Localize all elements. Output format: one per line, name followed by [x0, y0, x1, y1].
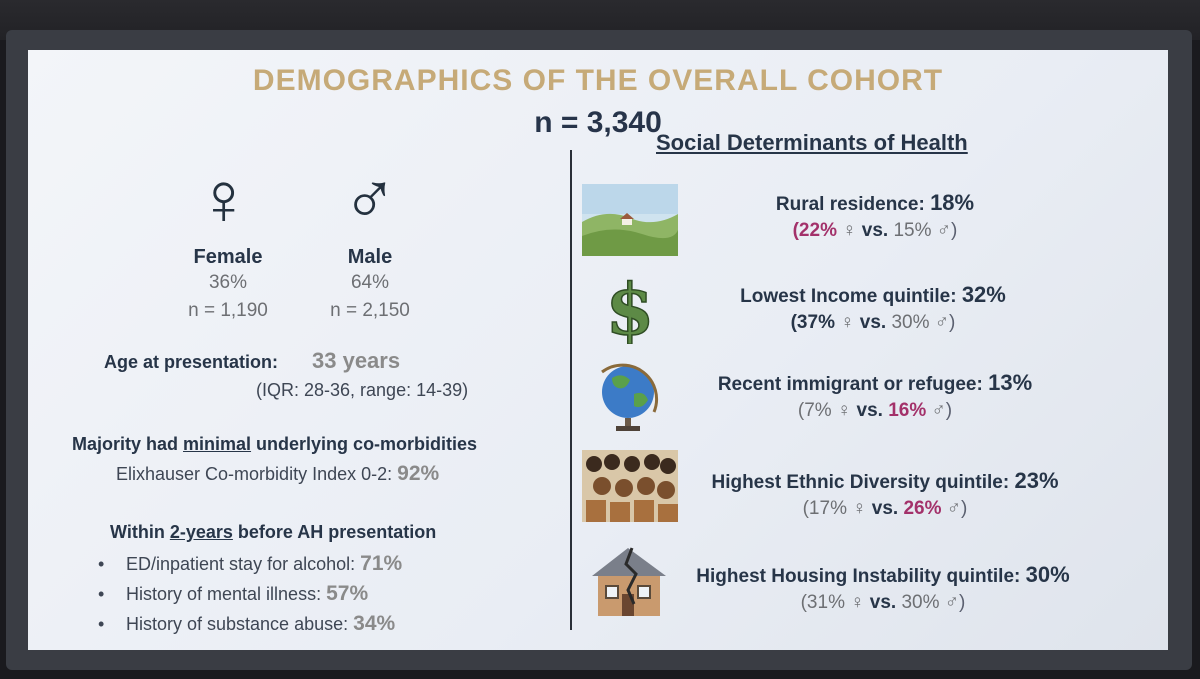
bullet-icon: •	[98, 584, 105, 604]
sdh-value: 23%	[1014, 468, 1059, 493]
column-divider	[570, 150, 572, 630]
sdh-sex-split: (17% ♀ vs. 26% ♂)	[650, 498, 1120, 520]
sdh-value: 32%	[961, 282, 1006, 307]
globe-icon	[601, 363, 659, 431]
age-value: 33 years	[312, 348, 401, 373]
male-symbol-icon: ♂	[934, 312, 950, 333]
crowd-icon	[582, 450, 678, 522]
female-count: n = 1,190	[188, 300, 268, 321]
bullet-label: History of substance abuse:	[126, 614, 349, 634]
close-paren: )	[945, 400, 953, 421]
bullet-icon: •	[98, 554, 105, 574]
female-symbol-icon: ♀	[196, 157, 252, 240]
prior-heading-pre: Within	[110, 522, 170, 542]
bullet-value: 34%	[353, 612, 396, 635]
elixhauser-label: Elixhauser Co-morbidity Index 0-2:	[116, 464, 393, 484]
bullet-label: History of mental illness:	[126, 584, 322, 604]
landscape-icon	[582, 184, 678, 256]
sdh-label: Rural residence:	[775, 194, 925, 215]
sdh-label: Recent immigrant or refugee:	[717, 374, 983, 395]
female-percent: (37%	[790, 312, 835, 333]
female-symbol-icon: ♀	[840, 312, 855, 333]
female-percent: (31%	[800, 592, 845, 613]
comorbidity-emphasis: minimal	[183, 434, 252, 454]
male-percent: 64%	[350, 272, 390, 293]
male-symbol-icon: ♂	[946, 498, 962, 519]
dollar-icon: $	[605, 272, 655, 344]
male-symbol-icon: ♂	[931, 400, 946, 421]
female-symbol-icon: ♀	[852, 498, 867, 519]
prior-heading-post: before AH presentation	[232, 522, 437, 542]
list-item: • History of substance abuse: 34%	[98, 612, 518, 636]
vs-text: vs.	[856, 400, 883, 421]
bullet-value: 71%	[360, 552, 403, 575]
sdh-item-rural: Rural residence: 18%	[640, 190, 1110, 216]
slide: DEMOGRAPHICS OF THE OVERALL COHORT n = 3…	[28, 50, 1168, 650]
female-percent: 36%	[208, 272, 248, 293]
male-percent: 15%	[893, 220, 932, 241]
female-symbol-icon: ♀	[850, 592, 865, 613]
sdh-value: 18%	[930, 190, 975, 215]
sdh-label: Highest Housing Instability quintile:	[696, 566, 1021, 587]
sdh-item-housing: Highest Housing Instability quintile: 30…	[648, 562, 1118, 588]
male-count: n = 2,150	[330, 300, 410, 321]
slide-title: DEMOGRAPHICS OF THE OVERALL COHORT	[252, 64, 944, 97]
vs-text: vs.	[871, 498, 899, 519]
sdh-sex-split: (7% ♀ vs. 16% ♂)	[640, 400, 1110, 422]
sdh-label: Highest Ethnic Diversity quintile:	[711, 472, 1010, 493]
comorbidity-pre: Majority had	[72, 434, 184, 454]
elixhauser-value: 92%	[397, 462, 440, 485]
vs-text: vs.	[861, 220, 889, 241]
male-label: Male	[347, 246, 393, 268]
sdh-item-immigrant: Recent immigrant or refugee: 13%	[640, 370, 1110, 396]
close-paren: )	[949, 312, 956, 333]
cohort-size: n = 3,340	[534, 106, 662, 139]
female-symbol-icon: ♀	[836, 400, 852, 421]
male-percent: 30%	[891, 312, 930, 333]
bullet-label: ED/inpatient stay for alcohol:	[126, 554, 356, 574]
close-paren: )	[951, 220, 958, 241]
list-item: • History of mental illness: 57%	[98, 582, 518, 606]
age-label: Age at presentation:	[104, 352, 279, 372]
sdh-value: 30%	[1025, 562, 1070, 587]
sdh-sex-split: (37% ♀ vs. 30% ♂)	[638, 312, 1108, 334]
sdh-item-income: Lowest Income quintile: 32%	[638, 282, 1108, 308]
broken-house-icon	[592, 547, 666, 616]
sdh-label: Lowest Income quintile:	[740, 286, 957, 307]
sdh-title: Social Determinants of Health	[656, 130, 968, 155]
female-percent: (22%	[792, 220, 837, 241]
sdh-item-ethnic-diversity: Highest Ethnic Diversity quintile: 23%	[650, 468, 1120, 494]
age-detail: (IQR: 28-36, range: 14-39)	[256, 380, 469, 400]
comorbidity-post: underlying co-morbidities	[251, 434, 478, 454]
male-percent: 30%	[901, 592, 940, 613]
female-label: Female	[193, 246, 263, 268]
male-symbol-icon: ♂	[936, 220, 952, 241]
male-symbol-icon: ♂	[944, 592, 960, 613]
prior-heading: Within 2-years before AH presentation	[110, 522, 436, 543]
comorbidity-heading: Majority had minimal underlying co-morbi…	[72, 434, 477, 455]
svg-text:$: $	[606, 272, 655, 344]
bullet-value: 57%	[326, 582, 369, 605]
male-percent: 16%	[888, 400, 927, 421]
female-percent: (17%	[802, 498, 847, 519]
close-paren: )	[961, 498, 968, 519]
vs-text: vs.	[869, 592, 897, 613]
list-item: • ED/inpatient stay for alcohol: 71%	[98, 552, 518, 576]
male-symbol-icon: ♂	[342, 157, 398, 240]
male-percent: 26%	[903, 498, 942, 519]
elixhauser-line: Elixhauser Co-morbidity Index 0-2: 92%	[116, 462, 439, 486]
vs-text: vs.	[859, 312, 887, 333]
close-paren: )	[959, 592, 966, 613]
sdh-sex-split: (31% ♀ vs. 30% ♂)	[648, 592, 1118, 614]
sdh-sex-split: (22% ♀ vs. 15% ♂)	[640, 220, 1110, 242]
female-percent: (7%	[797, 400, 832, 421]
female-symbol-icon: ♀	[842, 220, 857, 241]
bullet-icon: •	[98, 614, 105, 634]
sdh-value: 13%	[988, 370, 1033, 395]
prior-heading-emphasis: 2-years	[169, 522, 233, 542]
